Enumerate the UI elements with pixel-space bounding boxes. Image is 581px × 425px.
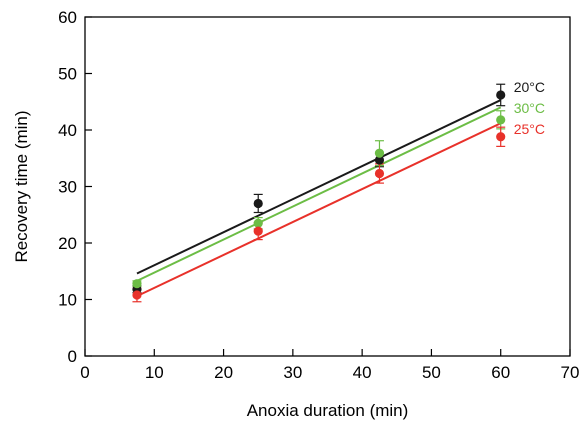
error-bars <box>132 83 506 303</box>
plot-frame <box>84 16 571 357</box>
x-tick-label: 50 <box>422 363 441 382</box>
data-point <box>374 168 385 179</box>
data-point <box>253 198 263 209</box>
y-tick-label: 10 <box>58 291 77 310</box>
x-tick-label: 60 <box>491 363 510 382</box>
data-point <box>496 115 506 125</box>
x-tick-label: 10 <box>145 363 164 382</box>
legend-entry: 20°C <box>514 79 545 95</box>
y-tick-label: 50 <box>58 65 77 84</box>
x-tick-label: 20 <box>214 363 233 382</box>
x-axis-label: Anoxia duration (min) <box>247 401 409 420</box>
data-point <box>496 90 506 100</box>
axis-ticks: 0 10 20 30 40 50 60 70 0 10 20 30 40 50 60 <box>58 8 579 382</box>
x-tick-label: 70 <box>561 363 580 382</box>
data-point <box>374 155 385 165</box>
y-tick-label: 40 <box>58 121 77 140</box>
data-points <box>132 90 506 300</box>
y-tick-label: 60 <box>58 8 77 27</box>
x-tick-label: 30 <box>283 363 302 382</box>
legend: 20°C 30°C 25°C <box>514 79 545 137</box>
legend-entry: 30°C <box>514 100 545 116</box>
y-axis-label: Recovery time (min) <box>12 110 31 262</box>
data-point <box>253 226 263 236</box>
fit-line <box>136 99 502 275</box>
data-point <box>132 279 142 289</box>
fit-line <box>136 106 502 282</box>
legend-entry: 25°C <box>514 121 545 137</box>
data-point <box>253 218 263 228</box>
data-point <box>496 132 506 142</box>
data-point <box>374 148 385 158</box>
data-point <box>132 290 142 300</box>
fit-lines <box>136 99 502 298</box>
fit-line <box>136 122 502 298</box>
x-tick-label: 0 <box>80 363 89 382</box>
x-tick-label: 40 <box>353 363 372 382</box>
y-tick-label: 0 <box>68 347 77 366</box>
y-tick-label: 30 <box>58 178 77 197</box>
y-tick-label: 20 <box>58 234 77 253</box>
